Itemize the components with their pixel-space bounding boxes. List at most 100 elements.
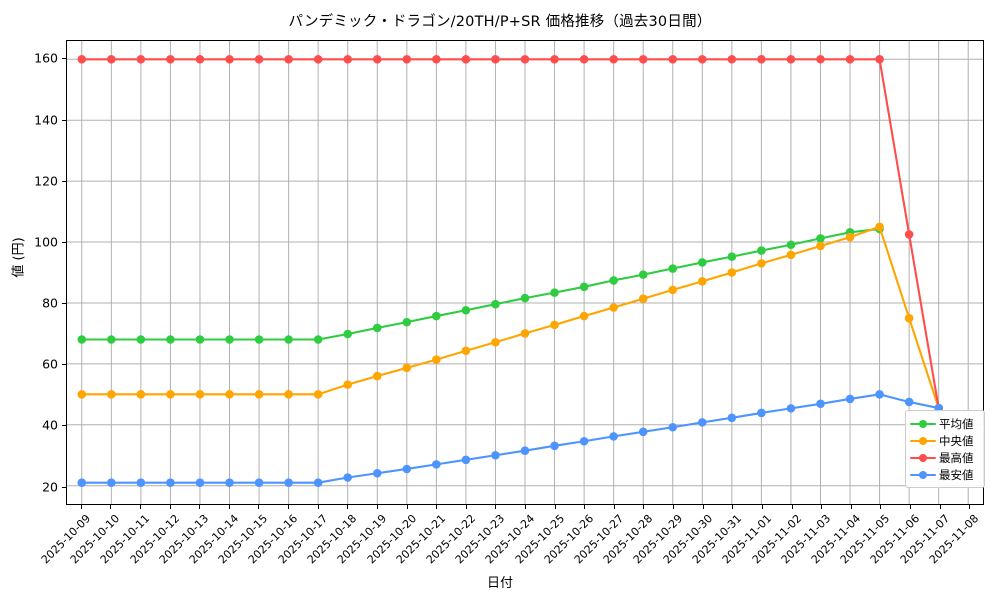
data-point bbox=[609, 303, 618, 312]
data-point bbox=[343, 473, 352, 482]
data-point bbox=[402, 363, 412, 373]
data-point bbox=[786, 54, 796, 64]
data-point bbox=[698, 277, 707, 286]
data-point bbox=[254, 478, 264, 487]
x-tick-mark bbox=[376, 505, 378, 509]
x-tick-mark bbox=[909, 505, 911, 509]
data-point bbox=[520, 329, 530, 338]
legend-marker-icon bbox=[910, 418, 936, 430]
data-point bbox=[875, 390, 884, 399]
x-tick-mark bbox=[821, 505, 823, 509]
data-point bbox=[432, 311, 441, 321]
data-point bbox=[77, 335, 87, 344]
legend-item[interactable]: 中央値 bbox=[910, 432, 979, 449]
data-point bbox=[786, 404, 796, 413]
x-tick-mark bbox=[673, 505, 675, 509]
data-point bbox=[579, 436, 589, 446]
data-point bbox=[461, 346, 471, 356]
x-tick-mark bbox=[880, 505, 882, 509]
data-point bbox=[904, 397, 914, 407]
x-tick-mark bbox=[643, 505, 645, 509]
data-point bbox=[875, 222, 884, 232]
data-point bbox=[491, 450, 500, 460]
data-point bbox=[638, 54, 648, 64]
data-point bbox=[136, 335, 146, 344]
x-tick-mark bbox=[228, 505, 230, 509]
data-point bbox=[136, 54, 146, 64]
data-point bbox=[284, 478, 293, 487]
x-tick-mark bbox=[258, 505, 260, 509]
x-tick-mark bbox=[554, 505, 556, 509]
data-point bbox=[668, 422, 678, 432]
data-point bbox=[757, 54, 766, 64]
data-point bbox=[343, 380, 352, 389]
legend-marker-icon bbox=[910, 435, 936, 447]
data-point bbox=[461, 305, 471, 315]
x-tick-mark bbox=[436, 505, 438, 509]
data-point bbox=[727, 268, 737, 277]
chart-legend: 平均値 中央値 最高値 最安値 bbox=[905, 410, 985, 488]
x-tick-mark bbox=[110, 505, 112, 509]
x-tick-mark bbox=[140, 505, 142, 509]
data-point bbox=[432, 54, 441, 64]
series-line bbox=[80, 58, 940, 410]
data-point bbox=[313, 390, 323, 399]
x-tick-mark bbox=[939, 505, 941, 509]
data-point bbox=[491, 54, 500, 64]
x-axis-label: 日付 bbox=[486, 576, 513, 591]
data-point bbox=[816, 399, 825, 409]
data-point bbox=[432, 460, 441, 469]
gridlines bbox=[67, 41, 983, 504]
data-point bbox=[727, 54, 737, 64]
x-tick-mark bbox=[702, 505, 704, 509]
data-point bbox=[579, 282, 589, 292]
data-point bbox=[520, 446, 530, 455]
data-point bbox=[461, 54, 471, 64]
legend-marker-icon bbox=[910, 469, 936, 481]
data-point bbox=[579, 54, 589, 64]
data-point bbox=[372, 468, 382, 478]
x-tick-mark bbox=[169, 505, 171, 509]
data-point bbox=[372, 371, 382, 381]
legend-item[interactable]: 最安値 bbox=[910, 466, 979, 483]
data-point bbox=[225, 335, 234, 344]
data-point bbox=[845, 394, 855, 404]
data-point bbox=[609, 276, 618, 285]
data-point bbox=[609, 54, 618, 64]
legend-marker-icon bbox=[910, 452, 936, 464]
legend-item[interactable]: 最高値 bbox=[910, 449, 979, 466]
data-point bbox=[550, 288, 559, 297]
legend-item[interactable]: 平均値 bbox=[910, 415, 979, 432]
x-tick-mark bbox=[288, 505, 290, 509]
data-point bbox=[668, 54, 678, 64]
data-point bbox=[372, 54, 382, 64]
data-point bbox=[195, 335, 205, 344]
y-tick-label: 100 bbox=[34, 234, 58, 250]
data-point bbox=[254, 335, 264, 344]
data-point bbox=[225, 54, 234, 64]
data-point bbox=[550, 54, 559, 64]
x-tick-mark bbox=[465, 505, 467, 509]
data-point bbox=[402, 317, 412, 327]
data-point bbox=[254, 390, 264, 399]
x-tick-mark bbox=[584, 505, 586, 509]
data-point bbox=[698, 258, 707, 267]
data-point bbox=[638, 427, 648, 437]
data-point bbox=[343, 54, 352, 64]
data-point bbox=[698, 54, 707, 64]
data-point bbox=[786, 250, 796, 260]
data-point bbox=[372, 323, 382, 333]
data-point bbox=[816, 234, 825, 243]
data-point bbox=[284, 390, 293, 399]
data-point bbox=[284, 54, 293, 64]
data-point bbox=[166, 478, 175, 487]
data-point bbox=[609, 432, 618, 441]
legend-item-label: 最安値 bbox=[939, 467, 974, 482]
data-point bbox=[904, 313, 914, 323]
data-point bbox=[107, 335, 116, 344]
plot-area bbox=[66, 40, 984, 505]
y-axis-label: 値 (円) bbox=[11, 237, 27, 278]
series-line bbox=[80, 393, 940, 484]
y-tick-label: 80 bbox=[42, 295, 58, 311]
